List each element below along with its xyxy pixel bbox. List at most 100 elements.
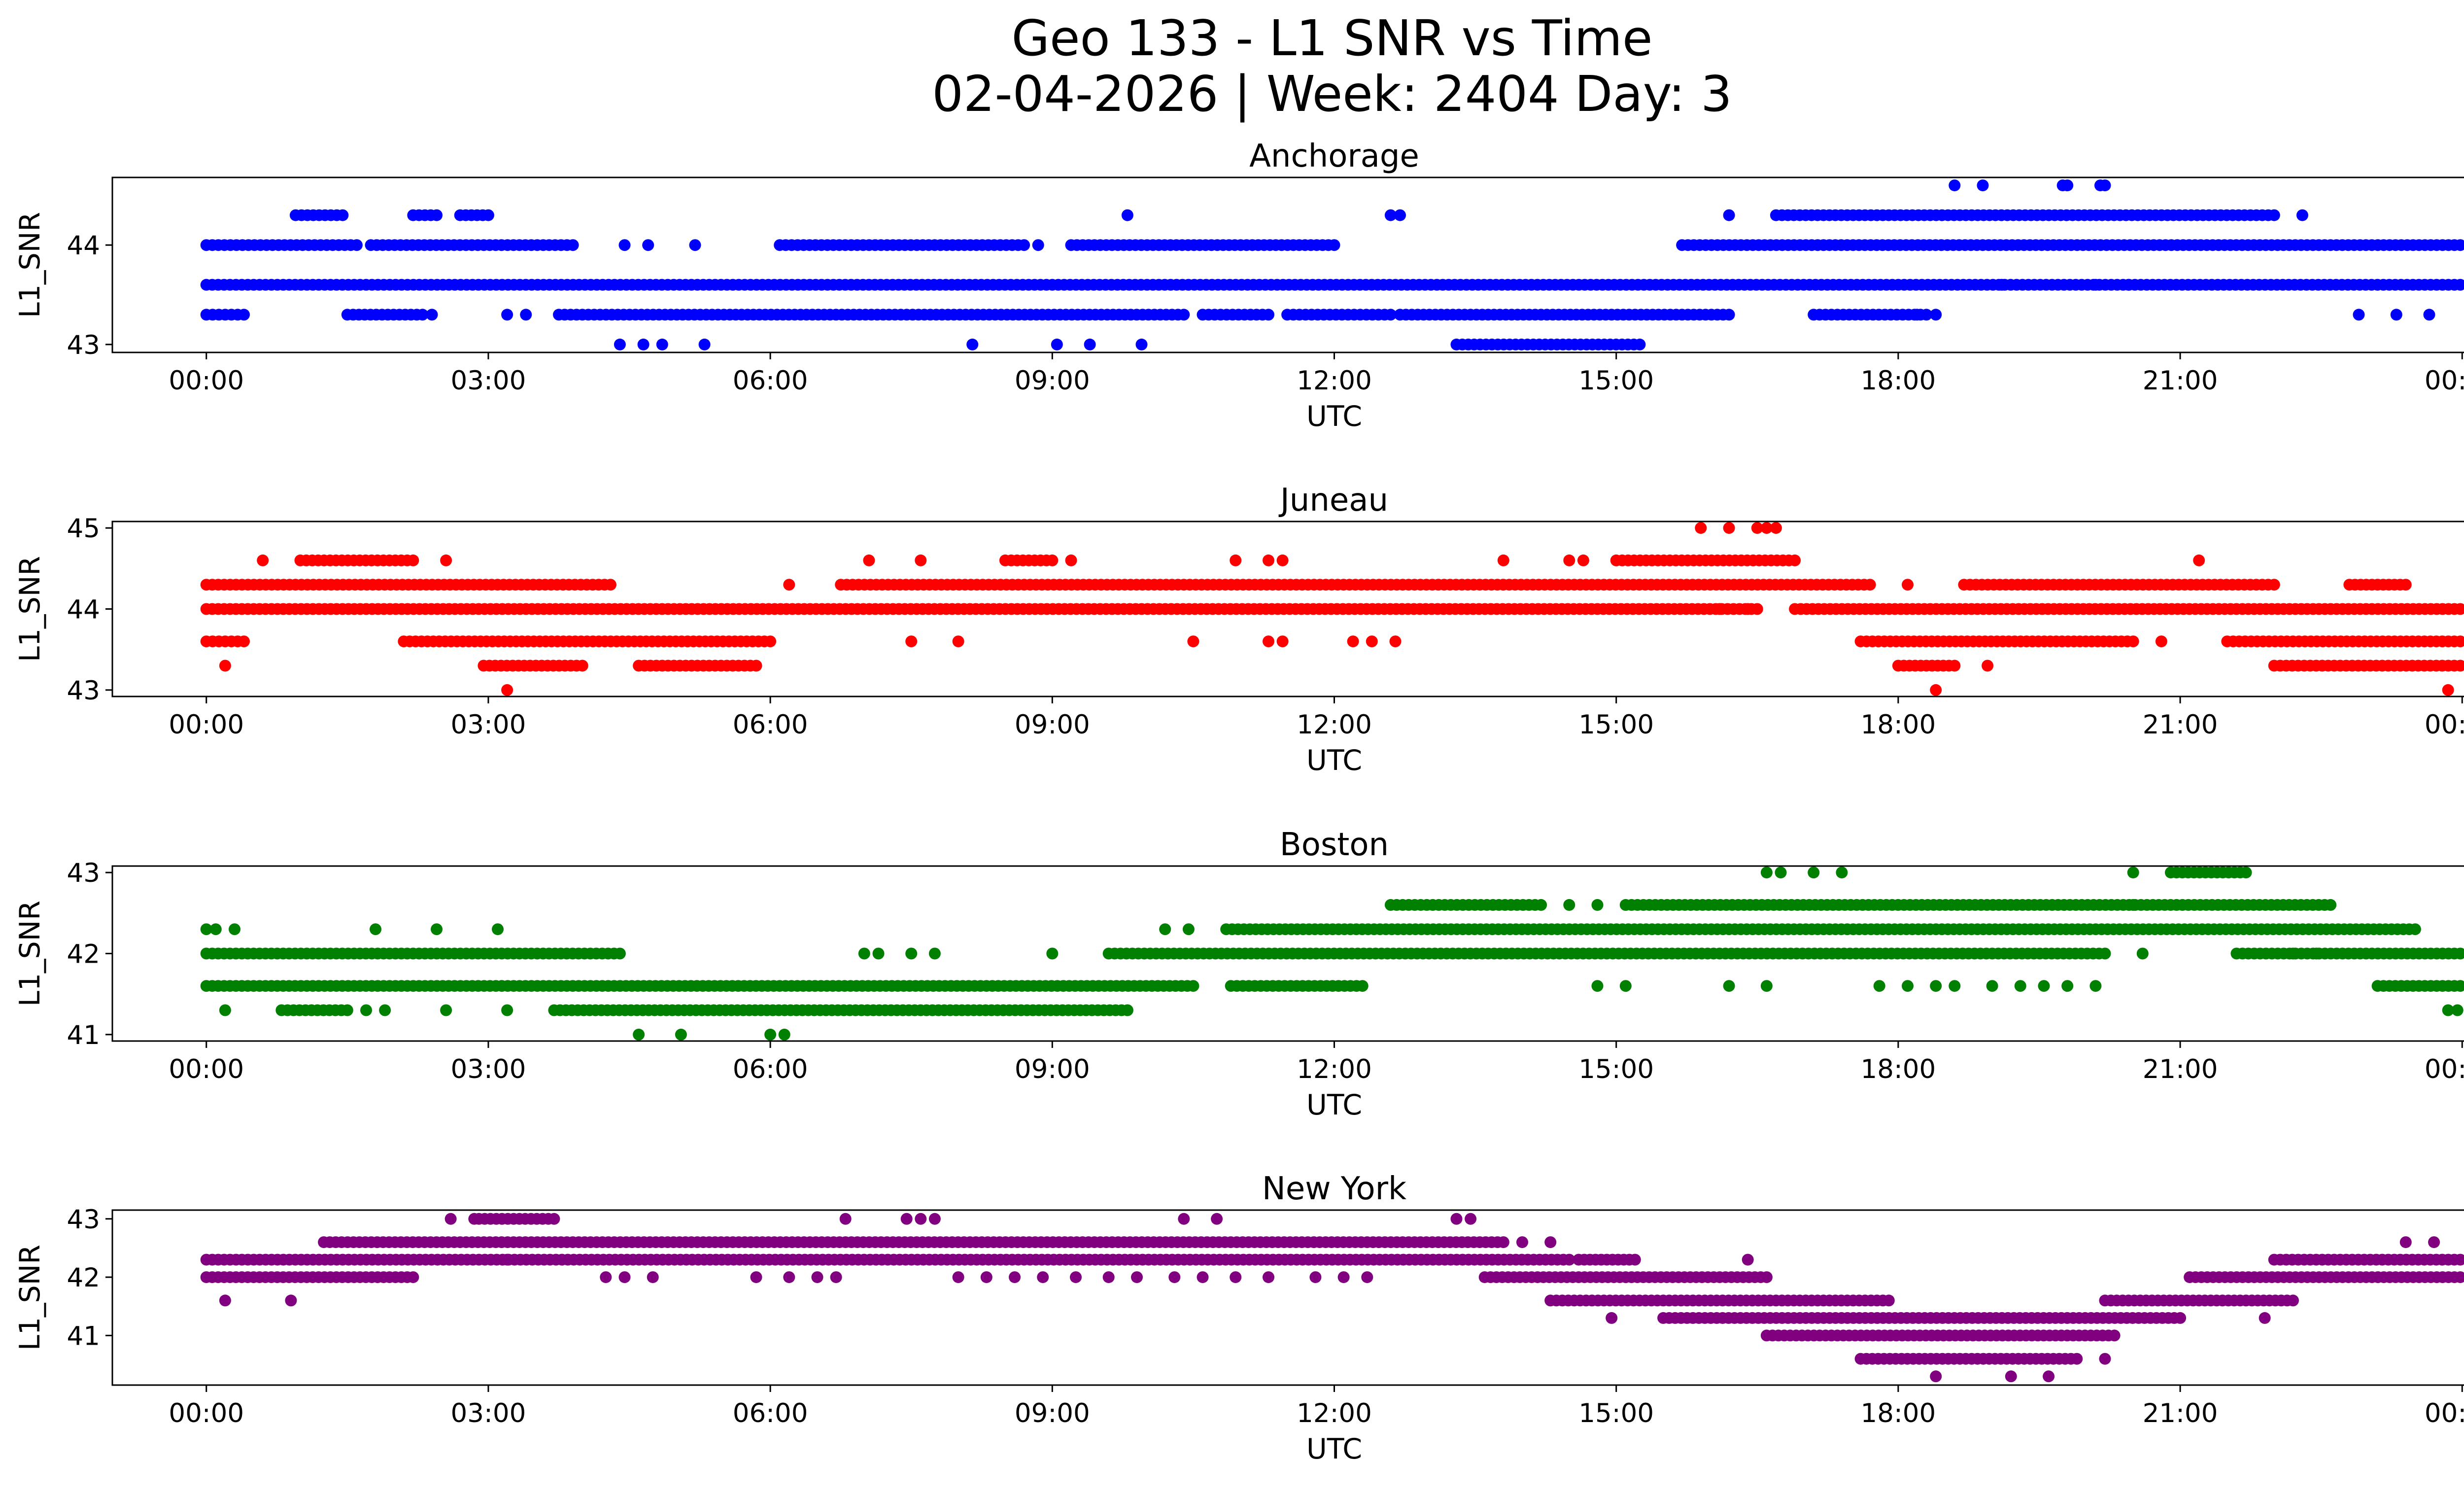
data-point — [1864, 579, 1876, 591]
data-point — [614, 338, 626, 350]
data-point — [501, 309, 513, 321]
data-point — [285, 1294, 297, 1307]
x-tick-label: 00:00 — [169, 710, 244, 740]
data-point — [642, 239, 654, 251]
subplot-juneau: Juneau 00:00 03:00 06:00 09:00 12:00 15:00 18:0… — [14, 482, 2464, 777]
data-point — [1384, 209, 1397, 221]
subplot-anchorage: Anchorage 00:00 03:00 06:00 09:00 12:00 15:00 1… — [14, 138, 2464, 433]
data-point — [1102, 1271, 1115, 1284]
data-point — [675, 1028, 687, 1041]
data-point — [238, 635, 250, 648]
data-point — [1450, 1213, 1463, 1225]
data-point — [229, 923, 240, 936]
data-point — [2310, 947, 2323, 960]
data-point — [431, 923, 443, 936]
data-point — [360, 1004, 372, 1016]
data-point — [604, 579, 616, 591]
data-point — [1902, 980, 1914, 992]
data-point — [1131, 1271, 1143, 1284]
data-point — [1723, 309, 1735, 321]
data-point — [614, 947, 626, 960]
x-tick-label: 21:00 — [2143, 366, 2218, 396]
data-point — [1211, 1213, 1223, 1225]
data-point — [431, 209, 443, 221]
data-point — [1084, 338, 1096, 350]
data-point — [2454, 980, 2464, 992]
data-point — [783, 579, 795, 591]
data-point — [2454, 660, 2464, 672]
data-point — [2296, 209, 2308, 221]
x-axis-label: UTC — [1306, 1433, 1362, 1465]
data-point — [379, 1004, 391, 1016]
data-point — [2099, 179, 2111, 192]
data-point — [2409, 923, 2421, 936]
y-tick-label: 43 — [67, 676, 100, 706]
x-tick-label: 09:00 — [1015, 366, 1090, 396]
x-tick-label: 21:00 — [2143, 1398, 2218, 1428]
data-point — [440, 1004, 452, 1016]
data-point — [1182, 923, 1195, 936]
data-point — [370, 923, 381, 936]
data-point — [1995, 278, 2008, 291]
data-point — [2099, 947, 2111, 960]
y-tick-label: 43 — [67, 858, 100, 888]
data-point — [1168, 1271, 1181, 1284]
data-point — [1276, 554, 1289, 566]
data-point — [1178, 309, 1190, 321]
data-point — [2193, 554, 2205, 566]
x-tick-label: 18:00 — [1861, 710, 1936, 740]
data-point — [1723, 209, 1735, 221]
data-point — [1751, 522, 1763, 534]
data-point — [1836, 867, 1848, 879]
subplot-title: New York — [1262, 1171, 1406, 1207]
subplot-new-york: New York 00:00 03:00 06:00 09:00 12:00 15:00 18… — [14, 1171, 2464, 1465]
data-point — [900, 1213, 913, 1225]
y-axis-label: L1_SNR — [14, 212, 46, 318]
data-point — [2423, 309, 2435, 321]
x-tick-label: 12:00 — [1297, 366, 1372, 396]
x-tick-label: 03:00 — [451, 1054, 526, 1084]
x-tick-label: 00:00 — [2425, 366, 2464, 396]
data-point — [1159, 923, 1171, 936]
data-point — [2454, 278, 2464, 291]
data-point — [1465, 1213, 1477, 1225]
data-point — [2127, 867, 2139, 879]
series-boston — [200, 867, 2464, 1041]
data-point — [200, 923, 212, 936]
data-point — [426, 309, 438, 321]
data-point — [1986, 980, 1998, 992]
data-point — [2043, 1370, 2055, 1383]
data-point — [915, 1213, 927, 1225]
data-point — [2390, 309, 2402, 321]
x-tick-label: 09:00 — [1015, 1398, 1090, 1428]
data-point — [637, 338, 650, 350]
data-point — [2454, 603, 2464, 615]
data-point — [2099, 1353, 2111, 1365]
data-point — [1713, 603, 1726, 615]
data-point — [2127, 635, 2139, 648]
subplot-boston: Boston 00:00 03:00 06:00 09:00 12:00 15:00 18:0… — [14, 827, 2464, 1121]
y-axis-label: L1_SNR — [14, 556, 46, 662]
data-point — [1018, 239, 1030, 251]
data-point — [1634, 338, 1646, 350]
series-new-york — [200, 1213, 2464, 1383]
x-tick-label: 06:00 — [733, 1054, 808, 1084]
data-point — [1230, 1271, 1242, 1284]
data-point — [1619, 980, 1632, 992]
data-point — [1046, 554, 1059, 566]
data-point — [501, 1253, 513, 1266]
data-point — [1178, 1213, 1190, 1225]
y-tick-label: 43 — [67, 1205, 100, 1235]
data-point — [952, 1271, 964, 1284]
data-point — [783, 1271, 795, 1284]
x-tick-label: 18:00 — [1861, 1398, 1936, 1428]
x-tick-label: 12:00 — [1297, 1398, 1372, 1428]
data-point — [219, 660, 231, 672]
y-tick-label: 41 — [67, 1020, 100, 1050]
subplot-title: Anchorage — [1249, 138, 1419, 174]
data-point — [1046, 947, 1059, 960]
data-point — [2061, 179, 2074, 192]
x-tick-label: 06:00 — [733, 710, 808, 740]
